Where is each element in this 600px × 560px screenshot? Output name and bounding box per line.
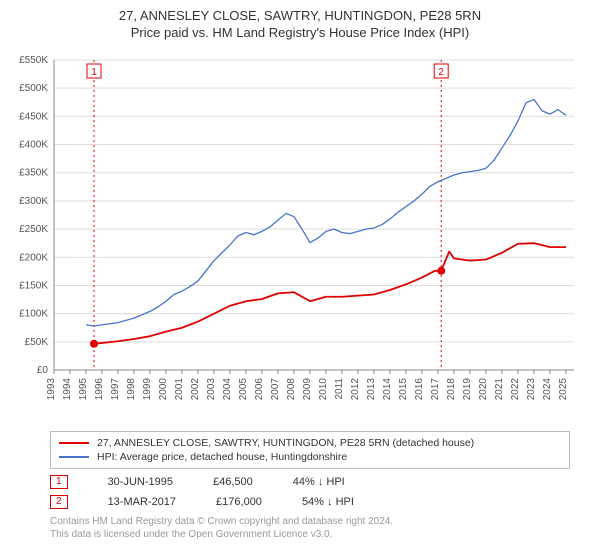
svg-text:£150K: £150K [19, 280, 48, 291]
svg-text:£350K: £350K [19, 168, 48, 179]
chart-title-line1: 27, ANNESLEY CLOSE, SAWTRY, HUNTINGDON, … [0, 8, 600, 23]
svg-text:1995: 1995 [78, 378, 89, 401]
legend-swatch [59, 442, 89, 444]
footnote: Contains HM Land Registry data © Crown c… [50, 515, 600, 541]
svg-text:2009: 2009 [302, 378, 313, 401]
svg-text:2016: 2016 [414, 378, 425, 401]
sale-badge: 1 [50, 475, 68, 489]
chart-title-line2: Price paid vs. HM Land Registry's House … [0, 25, 600, 40]
sale-row: 1 30-JUN-1995 £46,500 44% ↓ HPI [50, 475, 600, 489]
legend-swatch [59, 456, 89, 458]
svg-text:1996: 1996 [94, 378, 105, 401]
svg-text:2013: 2013 [366, 378, 377, 401]
svg-text:£400K: £400K [19, 140, 48, 151]
svg-text:2025: 2025 [558, 378, 569, 401]
svg-text:2015: 2015 [398, 378, 409, 401]
svg-text:2005: 2005 [238, 378, 249, 401]
svg-text:2004: 2004 [222, 378, 233, 401]
footnote-line: This data is licensed under the Open Gov… [50, 528, 600, 541]
svg-text:2020: 2020 [478, 378, 489, 401]
svg-text:2018: 2018 [446, 378, 457, 401]
svg-text:1994: 1994 [62, 378, 73, 401]
chart-plot-area: £0 £50K £100K £150K £200K £250K £300K £350K £400… [0, 42, 600, 427]
svg-text:2023: 2023 [526, 378, 537, 401]
svg-text:1: 1 [91, 67, 97, 78]
sale-price: £176,000 [216, 496, 262, 508]
sale-price: £46,500 [213, 476, 253, 488]
chart-container: 27, ANNESLEY CLOSE, SAWTRY, HUNTINGDON, … [0, 0, 600, 541]
svg-text:2024: 2024 [542, 378, 553, 401]
svg-text:1999: 1999 [142, 378, 153, 401]
svg-text:£100K: £100K [19, 309, 48, 320]
footnote-line: Contains HM Land Registry data © Crown c… [50, 515, 600, 528]
sale-date: 13-MAR-2017 [108, 496, 176, 508]
svg-text:2: 2 [438, 67, 444, 78]
sale-row: 2 13-MAR-2017 £176,000 54% ↓ HPI [50, 495, 600, 509]
svg-text:£500K: £500K [19, 83, 48, 94]
legend-item: HPI: Average price, detached house, Hunt… [59, 450, 561, 464]
svg-text:1998: 1998 [126, 378, 137, 401]
svg-text:£300K: £300K [19, 196, 48, 207]
legend-item: 27, ANNESLEY CLOSE, SAWTRY, HUNTINGDON, … [59, 436, 561, 450]
svg-text:2002: 2002 [190, 378, 201, 401]
svg-text:1993: 1993 [46, 378, 57, 401]
svg-text:2003: 2003 [206, 378, 217, 401]
svg-text:2017: 2017 [430, 378, 441, 401]
legend-label: HPI: Average price, detached house, Hunt… [97, 451, 347, 463]
svg-text:2014: 2014 [382, 378, 393, 401]
chart-svg: £0 £50K £100K £150K £200K £250K £300K £350K £400… [0, 42, 600, 422]
svg-text:2000: 2000 [158, 378, 169, 401]
svg-text:£0: £0 [37, 365, 49, 376]
svg-text:2019: 2019 [462, 378, 473, 401]
svg-text:£550K: £550K [19, 55, 48, 66]
sale-pct: 44% ↓ HPI [293, 476, 345, 488]
legend-box: 27, ANNESLEY CLOSE, SAWTRY, HUNTINGDON, … [50, 431, 570, 469]
svg-text:2010: 2010 [318, 378, 329, 401]
svg-text:2021: 2021 [494, 378, 505, 401]
sale-date: 30-JUN-1995 [108, 476, 173, 488]
svg-text:£50K: £50K [25, 337, 49, 348]
svg-text:2022: 2022 [510, 378, 521, 401]
svg-text:£450K: £450K [19, 111, 48, 122]
legend-label: 27, ANNESLEY CLOSE, SAWTRY, HUNTINGDON, … [97, 437, 474, 449]
svg-text:£250K: £250K [19, 224, 48, 235]
sale-pct: 54% ↓ HPI [302, 496, 354, 508]
svg-text:£200K: £200K [19, 252, 48, 263]
sale-badge: 2 [50, 495, 68, 509]
svg-text:1997: 1997 [110, 378, 121, 401]
svg-text:2006: 2006 [254, 378, 265, 401]
svg-text:2007: 2007 [270, 378, 281, 401]
svg-text:2012: 2012 [350, 378, 361, 401]
svg-text:2011: 2011 [334, 378, 345, 400]
svg-text:2001: 2001 [174, 378, 185, 401]
svg-text:2008: 2008 [286, 378, 297, 401]
